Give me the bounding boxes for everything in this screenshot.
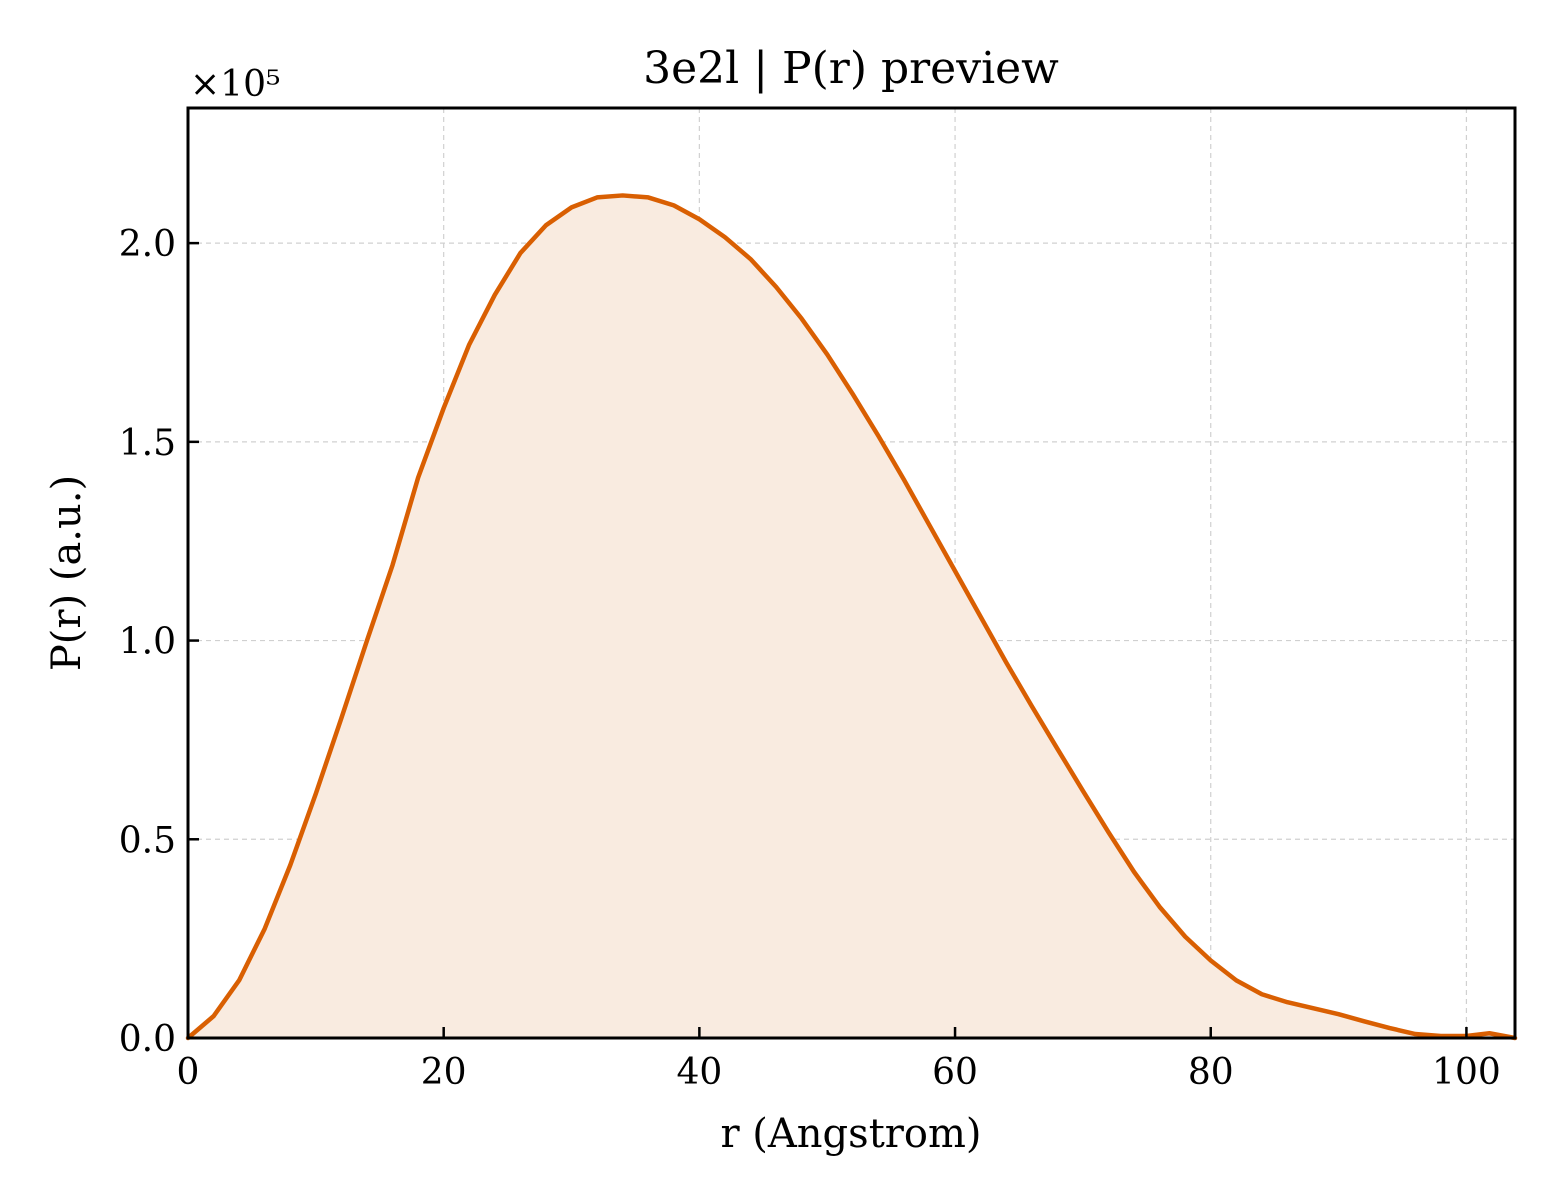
series-area-fill [188,195,1515,1038]
x-tick-label: 60 [932,1052,978,1093]
y-axis-scale-label: ×10⁵ [190,64,280,105]
series-line-layer [185,193,1518,1041]
x-tick-label: 0 [177,1052,200,1093]
plot-frame [186,106,1517,1040]
x-axis-label: r (Angstrom) [720,1111,981,1157]
x-tick-label: 40 [676,1052,722,1093]
y-tick-label: 0.0 [119,1019,176,1060]
y-tick-label: 0.5 [119,820,176,861]
axes: 0 20 40 60 80 100 0.0 0.5 1.0 1.5 2.0 [119,106,1517,1093]
area-fill-layer [188,195,1515,1038]
x-tick-label: 20 [421,1052,467,1093]
y-tick-label: 1.5 [119,423,176,464]
series-line [185,193,1518,1041]
x-tick-label: 100 [1432,1052,1501,1093]
chart-title: 3e2l | P(r) preview [643,43,1059,94]
x-tick-label: 80 [1188,1052,1234,1093]
y-tick-label: 2.0 [119,224,176,265]
y-tick-label: 1.0 [119,622,176,663]
y-axis-label: P(r) (a.u.) [44,475,90,671]
